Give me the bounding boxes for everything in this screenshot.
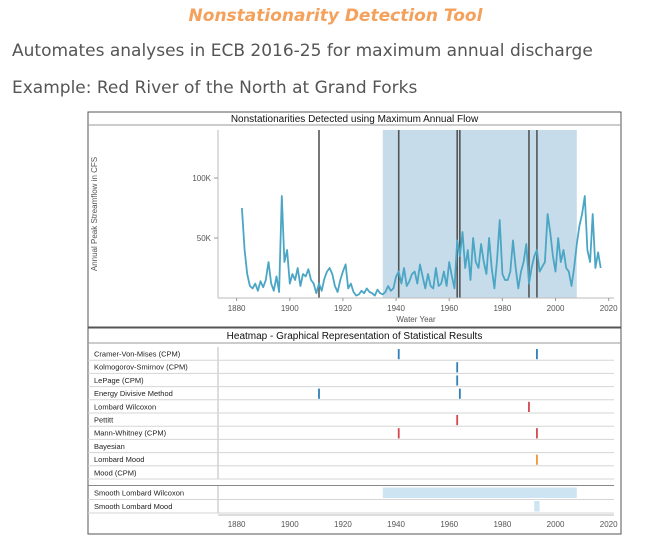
heatmap-row-label: Bayesian <box>94 442 125 451</box>
heatmap-title: Heatmap - Graphical Representation of St… <box>227 331 483 342</box>
heatmap-row-label: Kolmogorov-Smirnov (CPM) <box>94 363 188 372</box>
heatmap-panel-frame <box>87 327 622 535</box>
smooth-row-label: Smooth Lombard Wilcoxon <box>94 489 184 498</box>
heatmap-row-label: Mann-Whitney (CPM) <box>94 429 167 438</box>
heatmap-x-tick-label: 2020 <box>600 520 618 529</box>
heatmap-row-label: Lombard Mood <box>94 455 144 464</box>
x-tick-label: 1940 <box>387 304 405 313</box>
x-tick-label: 1900 <box>281 304 299 313</box>
heatmap-x-tick-label: 1880 <box>228 520 246 529</box>
tool-title: Nonstationarity Detection Tool <box>188 6 483 26</box>
x-axis-title: Water Year <box>396 315 436 324</box>
x-tick-label: 2020 <box>600 304 618 313</box>
heatmap-x-tick-label: 1900 <box>281 520 299 529</box>
x-tick-label: 1880 <box>228 304 246 313</box>
smooth-band <box>534 501 540 512</box>
heatmap-x-tick-label: 1980 <box>493 520 511 529</box>
x-tick-label: 1980 <box>493 304 511 313</box>
heatmap-x-tick-label: 1920 <box>334 520 352 529</box>
x-tick-label: 2000 <box>547 304 565 313</box>
heatmap-x-tick-label: 2000 <box>547 520 565 529</box>
heatmap-x-tick-label: 1960 <box>440 520 458 529</box>
significant-period-band <box>382 130 577 298</box>
heatmap-row-label: Lombard Wilcoxon <box>94 402 156 411</box>
heatmap-row-label: Energy Divisive Method <box>94 389 173 398</box>
smooth-band <box>382 487 577 498</box>
y-tick-label: 100K <box>192 174 211 183</box>
top-panel-frame <box>87 111 622 328</box>
streamflow-series-line <box>241 195 602 297</box>
y-tick-label: 50K <box>197 234 212 243</box>
heatmap-row-label: Cramer-Von-Mises (CPM) <box>94 350 181 359</box>
subtitle-example: Example: Red River of the North at Grand… <box>12 78 418 98</box>
heatmap-row-label: Mood (CPM) <box>94 468 137 477</box>
heatmap-x-tick-label: 1940 <box>387 520 405 529</box>
smooth-row-label: Smooth Lombard Mood <box>94 502 172 511</box>
x-tick-label: 1920 <box>334 304 352 313</box>
subtitle-description: Automates analyses in ECB 2016-25 for ma… <box>12 41 593 61</box>
line-chart-title: Nonstationarities Detected using Maximum… <box>231 114 479 125</box>
y-axis-title: Annual Peak Streamflow in CFS <box>90 157 99 271</box>
heatmap-row-label: Pettitt <box>94 416 114 425</box>
x-tick-label: 1960 <box>440 304 458 313</box>
heatmap-row-label: LePage (CPM) <box>94 376 144 385</box>
